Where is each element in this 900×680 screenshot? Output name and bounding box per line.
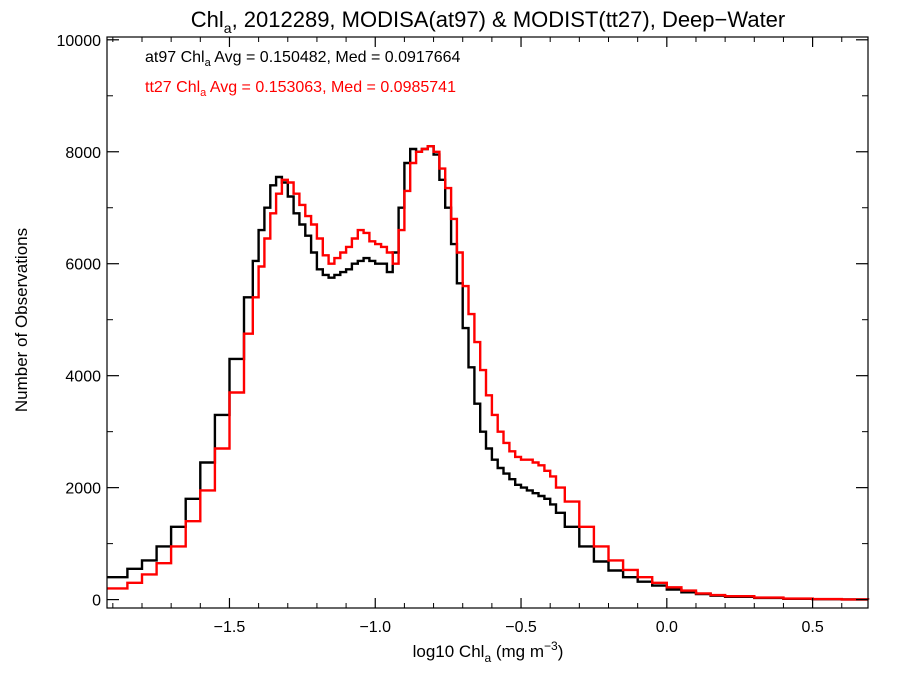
x-tick-label: −0.5	[505, 619, 537, 636]
annotation-at97-post: Avg = 0.150482, Med = 0.0917664	[211, 49, 461, 66]
ticks-layer: −1.5 −1.0 −0.5 0.0 0.5 0 2000 4000 6000 8000 10000	[57, 33, 868, 636]
xlabel-subscript: a	[484, 651, 491, 665]
y-tick-label: 4000	[65, 369, 101, 386]
annotation-at97: at97 Chla Avg = 0.150482, Med = 0.091766…	[145, 49, 461, 69]
y-tick-label: 6000	[65, 257, 101, 274]
annotation-tt27-post: Avg = 0.153063, Med = 0.0985741	[206, 79, 456, 96]
annotation-tt27-pre: tt27 Chl	[145, 79, 200, 96]
y-tick-label: 8000	[65, 145, 101, 162]
xlabel-mid: (mg m	[491, 642, 544, 661]
x-tick-label: 0.0	[656, 619, 678, 636]
annotation-tt27: tt27 Chla Avg = 0.153063, Med = 0.098574…	[145, 79, 456, 99]
xlabel-pre: log10 Chl	[413, 642, 485, 661]
y-tick-label: 10000	[57, 33, 102, 50]
series-layer	[107, 145, 870, 601]
x-axis-label: log10 Chla (mg m−3)	[413, 639, 564, 665]
x-tick-label: 0.5	[801, 619, 823, 636]
series-line-at97	[107, 145, 870, 601]
y-axis-label: Number of Observations	[12, 228, 31, 412]
x-tick-label: −1.5	[214, 619, 246, 636]
annotation-at97-sub: a	[205, 57, 212, 69]
plot-frame	[106, 36, 869, 609]
x-tick-label: −1.0	[359, 619, 391, 636]
series-line-tt27	[107, 145, 870, 601]
y-tick-label: 0	[92, 593, 101, 610]
annotation-tt27-sub: a	[200, 87, 207, 99]
title-post: , 2012289, MODISA(at97) & MODIST(tt27), …	[232, 7, 786, 32]
chart-title: Chla, 2012289, MODISA(at97) & MODIST(tt2…	[191, 7, 786, 36]
xlabel-post: )	[558, 642, 564, 661]
title-subscript: a	[224, 20, 232, 36]
title-pre: Chl	[191, 7, 224, 32]
annotation-at97-pre: at97 Chl	[145, 49, 205, 66]
xlabel-superscript: −3	[544, 639, 558, 653]
y-tick-label: 2000	[65, 481, 101, 498]
